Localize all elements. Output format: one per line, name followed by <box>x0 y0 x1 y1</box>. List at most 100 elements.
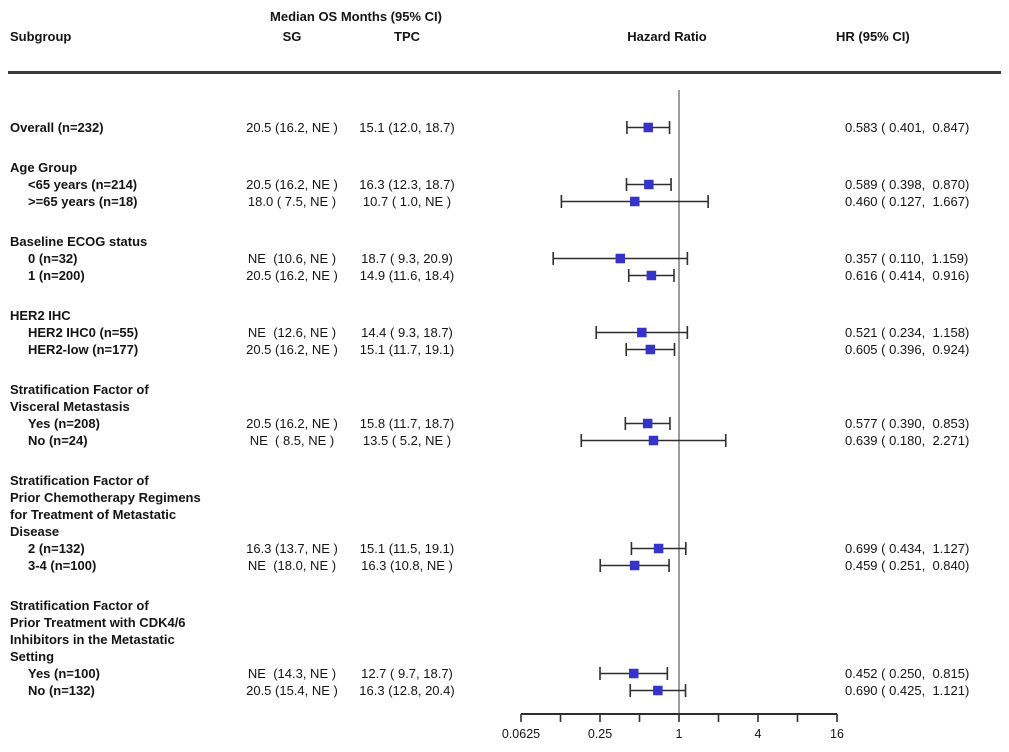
sg-median-value: NE (18.0, NE ) <box>247 558 337 573</box>
tpc-median-value: 15.8 (11.7, 18.7) <box>359 416 455 431</box>
section-header-line: Prior Chemotherapy Regimens <box>0 489 1009 506</box>
forest-body: Overall (n=232) 20.5 (16.2, NE ) 15.1 (12.… <box>0 75 1009 699</box>
section-header-line: Setting <box>0 648 1009 665</box>
ci-glyph <box>629 684 687 697</box>
section-title: Stratification Factor of <box>10 382 149 397</box>
tpc-median-value: 10.7 ( 1.0, NE ) <box>362 194 452 209</box>
hazard-ratio-header: Hazard Ratio <box>627 29 707 44</box>
ci-glyph <box>599 559 670 572</box>
hr-ci-col-header: HR (95% CI) <box>836 29 910 44</box>
section-header-line: Prior Treatment with CDK4/6 <box>0 614 1009 631</box>
subgroup-label: 3-4 (n=100) <box>28 558 97 573</box>
sg-median-value: NE (10.6, NE ) <box>247 251 337 266</box>
sg-median-value: 20.5 (16.2, NE ) <box>246 120 338 135</box>
subgroup-label: Overall (n=232) <box>10 120 104 135</box>
ci-glyph <box>630 542 687 555</box>
sg-median-value: 18.0 ( 7.5, NE ) <box>247 194 337 209</box>
section-header-line: Stratification Factor of <box>0 472 1009 489</box>
hr-ci-value: 0.690 ( 0.425, 1.121) <box>845 683 970 698</box>
subgroup-label: 0 (n=32) <box>28 251 78 266</box>
section-title: Age Group <box>10 160 78 175</box>
tpc-median-value: 15.1 (12.0, 18.7) <box>359 120 455 135</box>
hr-ci-value: 0.616 ( 0.414, 0.916) <box>845 268 970 283</box>
section-header-line: Stratification Factor of <box>0 381 1009 398</box>
sg-median-value: 20.5 (16.2, NE ) <box>246 416 338 431</box>
forest-plot-cell <box>480 250 840 267</box>
tpc-median-value: 13.5 ( 5.2, NE ) <box>362 433 452 448</box>
forest-plot-cell <box>480 119 840 136</box>
subgroup-label: <65 years (n=214) <box>28 177 138 192</box>
ci-glyph <box>625 178 672 191</box>
hr-ci-value: 0.452 ( 0.250, 0.815) <box>845 666 970 681</box>
section-title: Baseline ECOG status <box>10 234 148 249</box>
subgroup-section: Overall (n=232) 20.5 (16.2, NE ) 15.1 (12.… <box>0 119 1009 136</box>
subgroup-section: Stratification Factor of Prior Chemothera… <box>0 472 1009 574</box>
forest-row: 0 (n=32) NE (10.6, NE ) 18.7 ( 9.3, 20.9) 0… <box>0 250 1009 267</box>
section-title: Stratification Factor of <box>10 598 149 613</box>
median-os-header: Median OS Months (95% CI) <box>270 9 442 24</box>
tpc-median-value: 18.7 ( 9.3, 20.9) <box>361 251 453 266</box>
ci-glyph <box>560 195 709 208</box>
section-header-line: HER2 IHC <box>0 307 1009 324</box>
subgroup-label: Yes (n=100) <box>28 666 100 681</box>
subgroup-label: Yes (n=208) <box>28 416 100 431</box>
sg-median-value: 20.5 (16.2, NE ) <box>246 268 338 283</box>
section-header-line: for Treatment of Metastatic <box>0 506 1009 523</box>
section-header-line: Age Group <box>0 159 1009 176</box>
ci-glyph <box>595 326 689 339</box>
tpc-median-value: 14.4 ( 9.3, 18.7) <box>361 325 453 340</box>
x-axis: 0.0625 0.25 1 4 16 <box>480 705 844 751</box>
forest-row: HER2 IHC0 (n=55) NE (12.6, NE ) 14.4 ( 9.3… <box>0 324 1009 341</box>
forest-row: Yes (n=100) NE (14.3, NE ) 12.7 ( 9.7, 18.… <box>0 665 1009 682</box>
tpc-median-value: 14.9 (11.6, 18.4) <box>359 268 455 283</box>
x-axis-svg: 0.0625 0.25 1 4 16 <box>502 713 844 741</box>
subgroup-label: >=65 years (n=18) <box>28 194 138 209</box>
hr-ci-value: 0.639 ( 0.180, 2.271) <box>845 433 970 448</box>
hr-point-marker <box>648 435 659 446</box>
subgroup-label: 2 (n=132) <box>28 541 85 556</box>
forest-plot-cell <box>480 432 840 449</box>
x-axis-tick-label: 4 <box>755 727 762 741</box>
hr-point-marker <box>629 196 640 207</box>
forest-plot-cell <box>480 557 840 574</box>
x-axis-tick-label: 0.25 <box>588 727 612 741</box>
forest-row: <65 years (n=214) 20.5 (16.2, NE ) 16.3 (1… <box>0 176 1009 193</box>
subgroup-col-header: Subgroup <box>10 29 72 44</box>
subgroup-section: Stratification Factor of Prior Treatment … <box>0 597 1009 699</box>
tpc-median-value: 15.1 (11.7, 19.1) <box>359 342 455 357</box>
hr-point-marker <box>653 543 664 554</box>
x-axis-tick-label: 1 <box>676 727 683 741</box>
forest-plot-cell <box>480 665 840 682</box>
reference-line-hr1 <box>678 90 680 714</box>
tpc-median-value: 12.7 ( 9.7, 18.7) <box>361 666 453 681</box>
forest-row: >=65 years (n=18) 18.0 ( 7.5, NE ) 10.7 ( … <box>0 193 1009 210</box>
hr-point-marker <box>653 685 663 696</box>
hr-point-marker <box>645 344 656 355</box>
ci-glyph <box>625 343 676 356</box>
hr-ci-value: 0.357 ( 0.110, 1.159) <box>845 251 969 266</box>
hr-ci-value: 0.605 ( 0.396, 0.924) <box>845 342 970 357</box>
hr-point-marker <box>644 179 654 190</box>
tpc-col-header: TPC <box>394 29 420 44</box>
tpc-median-value: 16.3 (12.3, 18.7) <box>359 177 455 192</box>
hr-point-marker <box>642 418 653 429</box>
section-header-line: Baseline ECOG status <box>0 233 1009 250</box>
forest-plot-cell <box>480 193 840 210</box>
forest-row: Yes (n=208) 20.5 (16.2, NE ) 15.8 (11.7, 1… <box>0 415 1009 432</box>
forest-row: 2 (n=132) 16.3 (13.7, NE ) 15.1 (11.5, 19.… <box>0 540 1009 557</box>
forest-plot-cell <box>480 341 840 358</box>
forest-plot-cell <box>480 176 840 193</box>
ci-glyph <box>580 434 727 447</box>
header-rule <box>8 71 1001 74</box>
sg-median-value: 20.5 (16.2, NE ) <box>246 342 338 357</box>
hr-ci-value: 0.589 ( 0.398, 0.870) <box>845 177 970 192</box>
hr-point-marker <box>643 122 654 133</box>
section-title: Stratification Factor of <box>10 473 149 488</box>
ci-glyph <box>552 252 689 265</box>
tpc-median-value: 16.3 (10.8, NE ) <box>361 558 453 573</box>
sg-median-value: 20.5 (15.4, NE ) <box>246 683 338 698</box>
subgroup-section: Stratification Factor of Visceral Metasta… <box>0 381 1009 449</box>
subgroup-section: Baseline ECOG status 0 (n=32) NE (10.6, NE… <box>0 233 1009 284</box>
section-title: Prior Chemotherapy Regimens <box>10 490 201 505</box>
